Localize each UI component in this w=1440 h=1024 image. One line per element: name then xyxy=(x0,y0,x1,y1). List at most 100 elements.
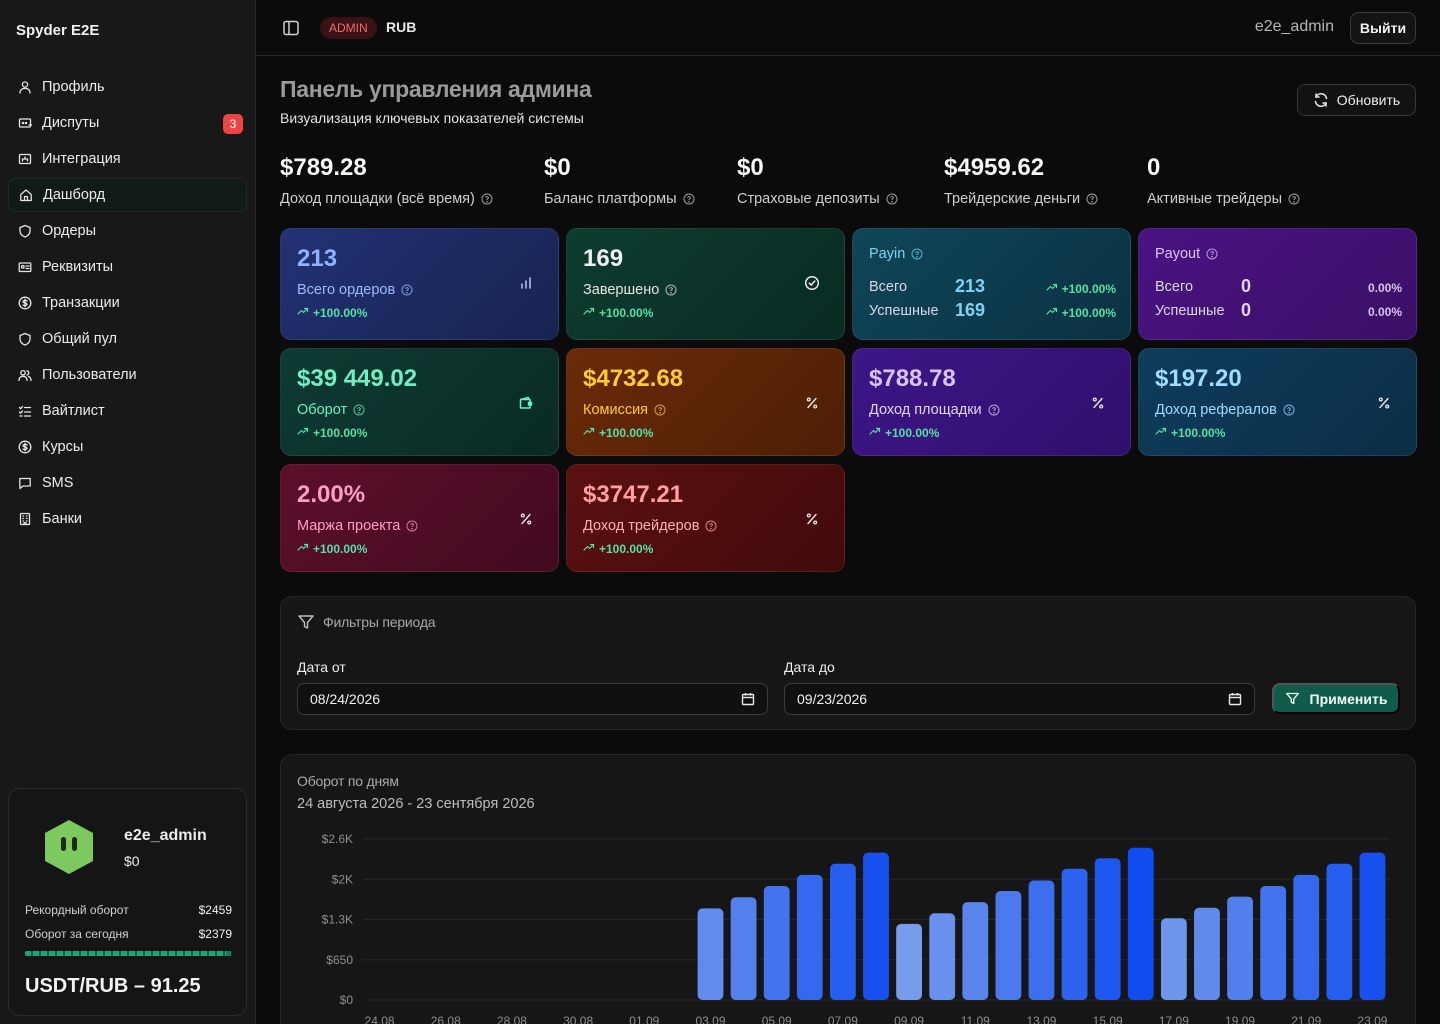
help-icon[interactable] xyxy=(705,520,717,532)
card-label: Оборот xyxy=(297,402,348,418)
chart-bar[interactable] xyxy=(995,891,1022,1000)
help-icon[interactable] xyxy=(1288,193,1300,205)
record-turnover-label: Рекордный оборот xyxy=(25,903,129,917)
sidebar-item-13[interactable]: Банки xyxy=(8,502,247,536)
x-tick-label: 28.08 xyxy=(497,1014,527,1024)
chart-bar[interactable] xyxy=(1293,874,1320,1000)
sidebar-item-11[interactable]: Курсы xyxy=(8,430,247,464)
chart-bar[interactable] xyxy=(1326,863,1353,1000)
help-icon[interactable] xyxy=(353,404,365,416)
apply-button[interactable]: Применить xyxy=(1272,683,1400,714)
sidebar-item-1[interactable]: Профиль xyxy=(8,70,247,104)
refresh-button[interactable]: Обновить xyxy=(1297,84,1416,116)
calendar-icon[interactable] xyxy=(1228,692,1242,706)
chart-bar[interactable] xyxy=(763,886,790,1000)
card-label: Комиссия xyxy=(583,402,649,418)
sidebar-item-4[interactable]: Дашборд xyxy=(8,178,247,212)
card-label: Всего ордеров xyxy=(297,282,396,298)
help-icon[interactable] xyxy=(1086,193,1098,205)
notification-badge: 3 xyxy=(223,114,243,134)
sidebar-item-7[interactable]: Транзакции xyxy=(8,286,247,320)
page-title: Панель управления админа xyxy=(280,76,592,102)
help-icon[interactable] xyxy=(665,284,677,296)
turnover-chart-card: Оборот по дням 24 августа 2026 - 23 сент… xyxy=(280,754,1416,1024)
help-icon[interactable] xyxy=(1206,248,1218,260)
ticket-icon xyxy=(18,116,32,130)
page-subtitle: Визуализация ключевых показателей систем… xyxy=(280,110,584,126)
logout-button[interactable]: Выйти xyxy=(1350,12,1416,44)
sidebar-toggle-icon[interactable] xyxy=(282,19,300,37)
sidebar-item-12[interactable]: SMS xyxy=(8,466,247,500)
help-icon[interactable] xyxy=(401,284,413,296)
sidebar-item-6[interactable]: Реквизиты xyxy=(8,250,247,284)
trend-up-icon xyxy=(297,425,309,440)
chart-bar[interactable] xyxy=(1194,907,1220,1000)
chart-bar[interactable] xyxy=(1061,868,1088,1000)
payin-success-value: 169 xyxy=(955,300,986,320)
trend-up-icon xyxy=(1046,305,1058,320)
chart-bar[interactable] xyxy=(1359,852,1386,1000)
chart-bar[interactable] xyxy=(962,902,989,1000)
help-icon[interactable] xyxy=(654,404,666,416)
help-icon[interactable] xyxy=(683,193,695,205)
chart-bar[interactable] xyxy=(1227,896,1253,1000)
date-to-input[interactable]: 09/23/2026 xyxy=(784,683,1255,715)
sidebar-item-8[interactable]: Общий пул xyxy=(8,322,247,356)
turnover-progress-bar xyxy=(25,951,232,956)
card-label: Доход площадки xyxy=(869,402,982,418)
help-icon[interactable] xyxy=(1283,404,1295,416)
chart-bar[interactable] xyxy=(796,874,823,1000)
chart-bar[interactable] xyxy=(697,908,724,1000)
x-tick-label: 30.08 xyxy=(563,1014,593,1024)
card-payin: Payin Всего 213 +100.00% Успешные 169 +1… xyxy=(852,228,1131,340)
calendar-icon[interactable] xyxy=(741,692,755,706)
chart-bar[interactable] xyxy=(896,923,923,1000)
chart-bar[interactable] xyxy=(1160,918,1187,1000)
chart-bar[interactable] xyxy=(1028,880,1055,1000)
sidebar-item-10[interactable]: Вайтлист xyxy=(8,394,247,428)
chart-bar[interactable] xyxy=(829,863,856,1000)
stat-label: Трейдерские деньги xyxy=(944,191,1081,207)
stat-platform-balance: $0 Баланс платформы xyxy=(544,154,695,207)
filter-icon xyxy=(298,615,314,629)
user-balance: $0 xyxy=(124,853,140,869)
sidebar-item-label: Транзакции xyxy=(42,295,120,311)
payin-success-delta: +100.00% xyxy=(1061,305,1116,320)
payin-total-label: Всего xyxy=(869,279,908,295)
date-from-input[interactable]: 08/24/2026 xyxy=(297,683,768,715)
card-value: $3747.21 xyxy=(583,481,684,508)
brand-title: Spyder E2E xyxy=(16,22,100,39)
card-platform-income: $788.78 Доход площадки +100.00% xyxy=(852,348,1131,456)
help-icon[interactable] xyxy=(481,193,493,205)
check-circle-icon xyxy=(804,275,820,291)
help-icon[interactable] xyxy=(911,248,923,260)
sidebar-item-label: Вайтлист xyxy=(42,403,105,419)
help-icon[interactable] xyxy=(406,520,418,532)
card-value: 213 xyxy=(297,245,338,272)
chart-bar[interactable] xyxy=(929,913,956,1000)
trend-up-icon xyxy=(583,541,595,556)
x-tick-label: 01.09 xyxy=(629,1014,659,1024)
stat-active-traders: 0 Активные трейдеры xyxy=(1147,154,1300,207)
turnover-progress-fill xyxy=(25,951,226,956)
chart-bar[interactable] xyxy=(1260,886,1287,1000)
card-delta: +100.00% xyxy=(885,425,940,440)
record-turnover-row: Рекордный оборот $2459 xyxy=(25,903,232,917)
sidebar-item-2[interactable]: Диспуты 3 xyxy=(8,106,247,140)
payin-success-label: Успешные xyxy=(869,303,939,319)
chart-bar[interactable] xyxy=(1094,858,1121,1000)
x-tick-label: 13.09 xyxy=(1026,1014,1056,1024)
help-icon[interactable] xyxy=(988,404,1000,416)
payin-total-delta: +100.00% xyxy=(1061,281,1116,296)
chart-bar[interactable] xyxy=(1127,847,1154,1000)
stat-value: $0 xyxy=(544,154,571,181)
chart-bar[interactable] xyxy=(730,897,757,1000)
help-icon[interactable] xyxy=(886,193,898,205)
chart-bar[interactable] xyxy=(863,852,889,1000)
card-value: $39 449.02 xyxy=(297,365,418,392)
sidebar-item-3[interactable]: Интеграция xyxy=(8,142,247,176)
payout-success-value: 0 xyxy=(1241,300,1252,320)
sidebar-item-5[interactable]: Ордеры xyxy=(8,214,247,248)
x-tick-label: 05.09 xyxy=(762,1014,792,1024)
sidebar-item-9[interactable]: Пользователи xyxy=(8,358,247,392)
